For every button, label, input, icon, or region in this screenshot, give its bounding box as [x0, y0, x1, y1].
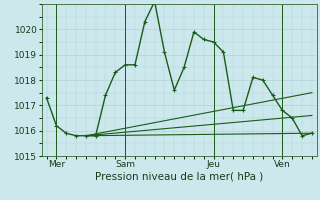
X-axis label: Pression niveau de la mer( hPa ): Pression niveau de la mer( hPa ) [95, 172, 263, 182]
